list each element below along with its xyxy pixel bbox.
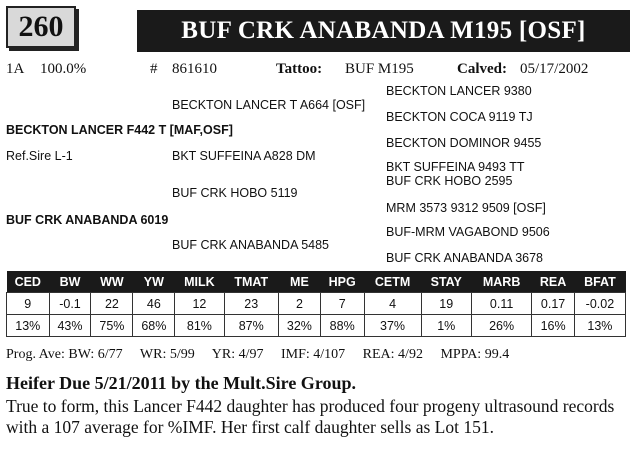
epd-percentile: 81% [174,314,225,337]
lot-number: 260 [6,6,76,48]
heifer-note: Heifer Due 5/21/2011 by the Mult.Sire Gr… [6,373,356,393]
epd-value: 0.17 [531,292,575,315]
tattoo-value: BUF M195 [345,61,414,77]
pedigree-dsss: BUF CRK HOBO 2595 [386,174,513,188]
epd-value: 46 [132,292,176,315]
epd-header: HPG [320,271,365,293]
epd-value: 2 [277,292,321,315]
epd-value: 23 [223,292,279,315]
pedigree-dam-sire: BUF CRK HOBO 5119 [172,186,298,200]
progeny-mppa: MPPA: 99.4 [440,347,510,362]
epd-header: MILK [174,271,225,293]
epd-header: REA [531,271,575,293]
pedigree-sssd: BECKTON COCA 9119 TJ [386,110,533,124]
reg-number: 861610 [172,61,217,77]
percent: 100.0% [40,61,87,77]
epd-percentile: 26% [470,314,533,337]
reg-label: # [150,61,158,77]
epd-percentile: 1% [420,314,472,337]
epd-header: CETM [364,271,422,293]
pedigree-dam-dam: BUF CRK ANABANDA 5485 [172,238,330,252]
tag: 1A [6,61,25,77]
epd-percentile: 16% [531,314,575,337]
epd-header: BW [49,271,91,293]
epd-header: STAY [421,271,472,293]
description: True to form, this Lancer F442 daughter … [6,396,615,437]
calved-date: 05/17/2002 [520,61,589,77]
epd-percentile: 37% [363,314,422,337]
epd-value: 19 [420,292,472,315]
pedigree-sdsd: BKT SUFFEINA 9493 TT [386,160,525,174]
animal-name-title: BUF CRK ANABANDA M195 [OSF] [137,10,630,52]
epd-value: 22 [90,292,134,315]
epd-header: CED [6,271,50,293]
epd-percentile: 87% [223,314,279,337]
epd-percentile: 13% [573,314,627,337]
epd-header: WW [90,271,133,293]
pedigree-sire-sire: BECKTON LANCER T A664 [OSF] [172,98,366,112]
calved-label: Calved: [457,61,507,77]
epd-header: BFAT [574,271,626,293]
epd-value: 12 [174,292,225,315]
epd-percentile: 32% [277,314,321,337]
ref-sire: Ref.Sire L-1 [6,149,73,163]
epd-percentile: 88% [319,314,365,337]
progeny-imf: IMF: 4/107 [280,347,346,362]
pedigree-dam: BUF CRK ANABANDA 6019 [6,213,169,227]
tattoo-label: Tattoo: [276,61,323,77]
epd-header: YW [132,271,175,293]
progeny-averages: Prog. Ave: BW: 6/77 WR: 5/99 YR: 4/97 IM… [6,347,523,363]
epd-percentile: 68% [132,314,176,337]
epd-percentile-row: 13% 43% 75% 68% 81% 87% 32% 88% 37% 1% 2… [6,314,627,337]
epd-value: -0.1 [48,292,92,315]
pedigree-ddsd: BUF CRK ANABANDA 3678 [386,251,544,265]
epd-percentile: 75% [90,314,134,337]
epd-percentile: 13% [6,314,50,337]
pedigree-sdss: BECKTON DOMINOR 9455 [386,136,542,150]
epd-percentile: 43% [48,314,92,337]
epd-header-row: CED BW WW YW MILK TMAT ME HPG CETM STAY … [6,271,626,293]
pedigree-ssss: BECKTON LANCER 9380 [386,84,532,98]
epd-value: 9 [6,292,50,315]
pedigree-sire-dam: BKT SUFFEINA A828 DM [172,149,316,163]
progeny-bw: Prog. Ave: BW: 6/77 [6,347,123,362]
epd-header: TMAT [224,271,279,293]
epd-value: 4 [363,292,422,315]
epd-header: MARB [471,271,532,293]
epd-table: CED BW WW YW MILK TMAT ME HPG CETM STAY … [6,271,627,337]
progeny-rea: REA: 4/92 [362,347,423,362]
epd-header: ME [278,271,321,293]
progeny-wr: WR: 5/99 [139,347,195,362]
epd-value: 0.11 [470,292,533,315]
pedigree-dssd: MRM 3573 9312 9509 [OSF] [386,201,546,215]
pedigree-ddss: BUF-MRM VAGABOND 9506 [386,225,550,239]
pedigree-sire: BECKTON LANCER F442 T [MAF,OSF] [6,123,233,137]
progeny-yr: YR: 4/97 [211,347,264,362]
epd-value: -0.02 [573,292,627,315]
epd-values-row: 9 -0.1 22 46 12 23 2 7 4 19 0.11 0.17 -0… [6,292,627,315]
epd-value: 7 [319,292,365,315]
